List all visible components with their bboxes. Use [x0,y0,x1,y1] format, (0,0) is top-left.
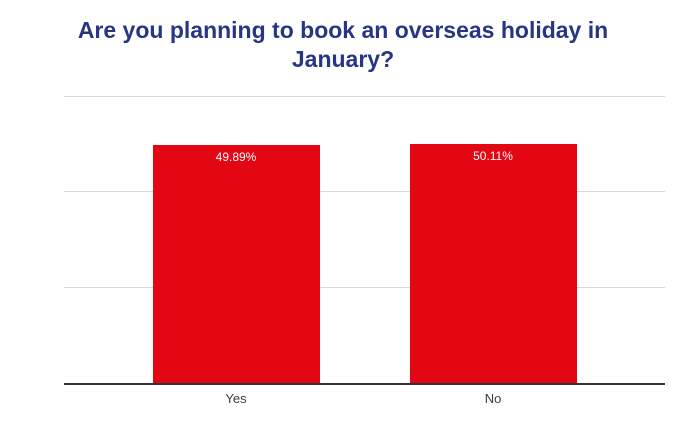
gridline-40 [64,191,665,193]
bar-value-label-no: 50.11% [473,149,513,164]
x-axis-line [64,383,665,385]
bar-yes[interactable]: 49.89% [152,145,320,383]
bar-no[interactable]: 50.11% [409,144,577,383]
chart-title: Are you planning to book an overseas hol… [77,17,609,72]
gridline-20 [64,286,665,288]
bar-value-label-yes: 49.89% [215,150,257,165]
category-label-no: No [484,391,502,406]
category-label-yes: Yes [225,391,247,406]
plot-area: 49.89% Yes 50.11% No [64,96,665,406]
gridline-60 [64,96,665,97]
